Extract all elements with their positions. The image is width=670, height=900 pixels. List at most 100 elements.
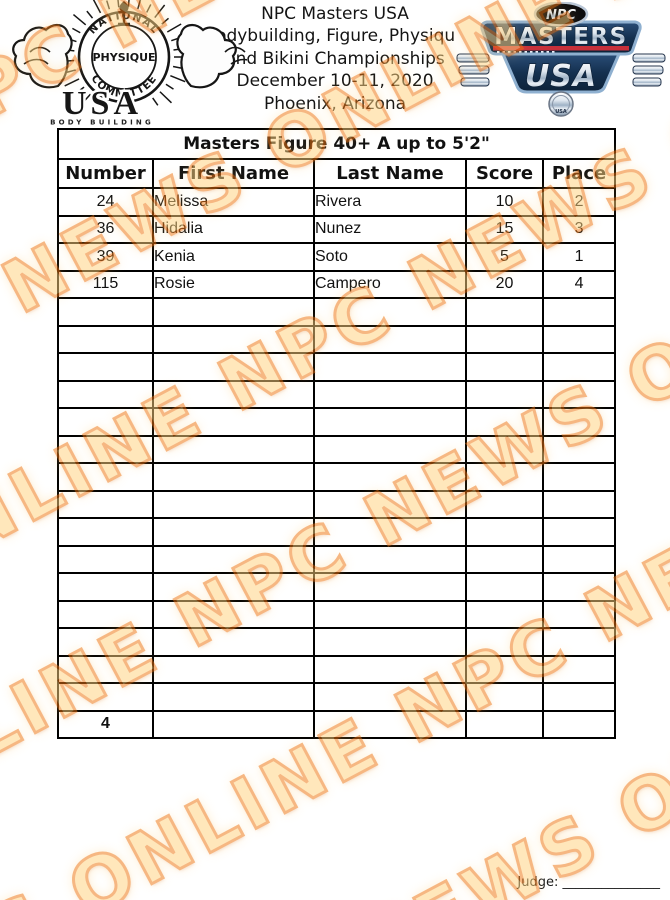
table-row: 24 Melissa Rivera 10 2 xyxy=(57,187,617,217)
empty-cell xyxy=(152,434,315,464)
empty-row xyxy=(57,297,617,327)
cell-number: 39 xyxy=(57,242,154,272)
table-title: Masters Figure 40+ A up to 5'2" xyxy=(56,128,617,160)
empty-cell xyxy=(465,517,544,547)
cell-place: 3 xyxy=(541,214,617,244)
cell-score: 15 xyxy=(465,214,544,244)
empty-cell xyxy=(313,709,467,739)
cell-score: 20 xyxy=(465,269,544,299)
column-header-number: Number xyxy=(57,158,154,189)
masters-usa-badge: MASTERS USA NPC USA xyxy=(456,2,666,117)
column-header-score: Score xyxy=(465,158,544,189)
cell-score: 5 xyxy=(465,242,544,272)
empty-cell xyxy=(57,324,154,354)
empty-cell xyxy=(313,682,467,712)
empty-cell xyxy=(57,407,154,437)
table-header-row: Number First Name Last Name Score Place xyxy=(57,158,617,189)
medal-icon: USA xyxy=(548,91,574,117)
empty-cell xyxy=(57,627,154,657)
torch-icon xyxy=(118,1,130,26)
cell-last-name: Nunez xyxy=(313,214,467,244)
empty-cell xyxy=(465,489,544,519)
empty-cell xyxy=(465,654,544,684)
cell-place: 2 xyxy=(541,187,617,217)
empty-row xyxy=(57,627,617,657)
empty-cell xyxy=(541,627,617,657)
emblem-center-text: PHYSIQUE xyxy=(92,51,155,64)
cell-total-count: 4 xyxy=(57,709,154,739)
empty-row xyxy=(57,462,617,492)
empty-cell xyxy=(465,407,544,437)
right-wing-bars xyxy=(632,53,666,87)
empty-cell xyxy=(465,572,544,602)
empty-cell xyxy=(313,462,467,492)
empty-cell xyxy=(152,297,315,327)
empty-cell xyxy=(541,379,617,409)
cell-number: 36 xyxy=(57,214,154,244)
cell-first-name: Hidalia xyxy=(152,214,315,244)
cell-score: 10 xyxy=(465,187,544,217)
empty-cell xyxy=(465,682,544,712)
empty-cell xyxy=(465,599,544,629)
empty-row xyxy=(57,572,617,602)
empty-cell xyxy=(57,352,154,382)
event-title-line1: NPC Masters USA xyxy=(261,4,409,24)
judge-signature: Judge: _______________ xyxy=(517,875,660,890)
cell-last-name: Campero xyxy=(313,269,467,299)
cell-first-name: Kenia xyxy=(152,242,315,272)
empty-row xyxy=(57,682,617,712)
empty-cell xyxy=(313,407,467,437)
judge-signature-line: _______________ xyxy=(562,875,661,890)
empty-cell xyxy=(313,324,467,354)
cell-last-name: Soto xyxy=(313,242,467,272)
empty-cell xyxy=(465,297,544,327)
total-row: 4 xyxy=(57,709,617,739)
npc-left-logo: NATIONAL COMMITTEE PHYSIQUE USA BODY BUI… xyxy=(12,0,247,127)
red-stripe xyxy=(493,46,629,51)
empty-cell xyxy=(465,709,544,739)
medal-caption: USA xyxy=(555,109,567,115)
empty-cell xyxy=(313,434,467,464)
empty-cell xyxy=(313,352,467,382)
empty-cell xyxy=(541,434,617,464)
column-header-place: Place xyxy=(541,158,617,189)
empty-cell xyxy=(313,544,467,574)
empty-cell xyxy=(541,352,617,382)
empty-cell xyxy=(152,517,315,547)
npc-oval xyxy=(533,2,589,27)
empty-cell xyxy=(57,489,154,519)
column-header-first-name: First Name xyxy=(152,158,315,189)
event-title-line3: and Bikini Championships xyxy=(225,48,445,69)
empty-cell xyxy=(465,462,544,492)
cell-place: 1 xyxy=(541,242,617,272)
event-title-line2: Bodybuilding, Figure, Physique xyxy=(204,26,466,47)
empty-cell xyxy=(313,489,467,519)
empty-cell xyxy=(152,544,315,574)
bodybuilder-left-silhouette xyxy=(12,24,73,89)
empty-cell xyxy=(465,544,544,574)
empty-cell xyxy=(541,572,617,602)
empty-cell xyxy=(57,654,154,684)
empty-row xyxy=(57,544,617,574)
usa-chrome-wordmark: USA xyxy=(525,59,597,94)
empty-cell xyxy=(313,517,467,547)
empty-row xyxy=(57,489,617,519)
empty-cell xyxy=(152,407,315,437)
empty-cell xyxy=(541,489,617,519)
empty-cell xyxy=(57,434,154,464)
empty-cell xyxy=(541,682,617,712)
empty-row xyxy=(57,599,617,629)
empty-row xyxy=(57,654,617,684)
cell-first-name: Melissa xyxy=(152,187,315,217)
empty-cell xyxy=(541,324,617,354)
empty-cell xyxy=(313,627,467,657)
column-header-last-name: Last Name xyxy=(313,158,467,189)
empty-cell xyxy=(152,709,315,739)
empty-cell xyxy=(152,599,315,629)
empty-cell xyxy=(541,709,617,739)
empty-cell xyxy=(57,599,154,629)
empty-cell xyxy=(57,379,154,409)
empty-cell xyxy=(152,379,315,409)
empty-cell xyxy=(57,462,154,492)
